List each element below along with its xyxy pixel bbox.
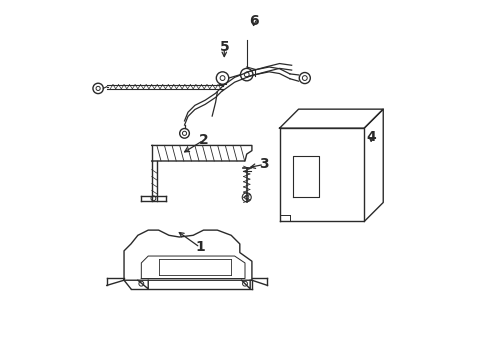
Text: 1: 1 [195, 240, 205, 255]
Text: 4: 4 [366, 130, 376, 144]
Text: 5: 5 [220, 40, 229, 54]
Text: 6: 6 [249, 14, 258, 28]
Text: 3: 3 [259, 157, 269, 171]
Text: 2: 2 [198, 133, 208, 147]
